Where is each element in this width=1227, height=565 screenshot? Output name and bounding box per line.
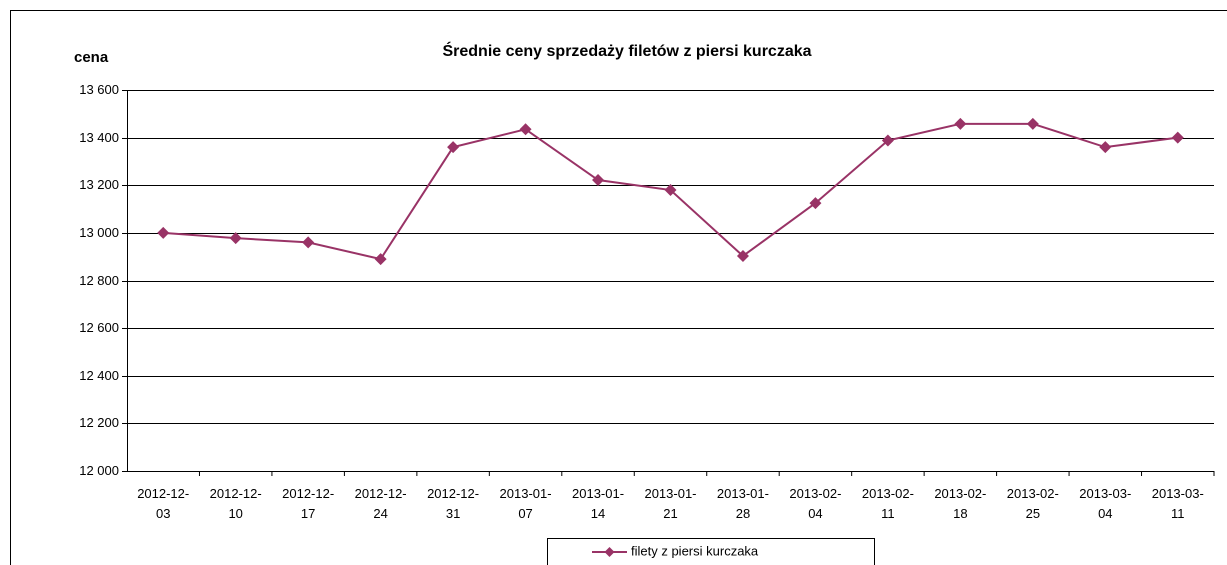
x-tick-label: 2013-02-25 (1006, 486, 1059, 521)
x-tick-label: 2013-02-18 (934, 486, 987, 521)
y-tick-label: 13 200 (79, 177, 119, 192)
chart-border (10, 10, 1227, 565)
point-marker (302, 236, 315, 249)
y-tick-label: 12 400 (79, 368, 119, 383)
point-marker (592, 174, 605, 187)
y-tick-label: 12 200 (79, 415, 119, 430)
y-tick-label: 12 600 (79, 320, 119, 335)
x-tick-label: 2013-01-21 (644, 486, 697, 521)
x-tick-label: 2013-03-11 (1151, 486, 1204, 521)
x-tick-label: 2012-12-31 (427, 486, 480, 521)
point-marker (157, 226, 170, 239)
x-tick-label: 2012-12-17 (282, 486, 335, 521)
point-marker (1171, 131, 1184, 144)
point-marker (519, 123, 532, 136)
x-tick-label: 2013-03-04 (1079, 486, 1132, 521)
x-tick-label: 2012-12-24 (354, 486, 407, 521)
chart-title: Średnie ceny sprzedaży filetów z piersi … (442, 41, 811, 60)
x-tick-label: 2013-02-11 (861, 486, 914, 521)
x-tick-label: 2012-12-10 (209, 486, 262, 521)
y-tick-label: 13 600 (79, 82, 119, 97)
x-tick-label: 2013-02-04 (789, 486, 842, 521)
x-tick-label: 2013-01-07 (499, 486, 552, 521)
point-marker (881, 134, 894, 147)
point-marker (736, 249, 749, 262)
point-marker (1099, 141, 1112, 154)
point-marker (809, 197, 822, 210)
point-marker (664, 184, 677, 197)
x-tick-label: 2012-12-03 (137, 486, 190, 521)
point-marker (1026, 117, 1039, 130)
x-tick-label: 2013-01-28 (716, 486, 769, 521)
y-tick-label: 13 400 (79, 130, 119, 145)
y-tick-label: 13 000 (79, 225, 119, 240)
point-marker (374, 253, 387, 266)
y-tick-label: 12 000 (79, 463, 119, 478)
y-axis-title: cena (74, 49, 109, 66)
legend-label: filety z piersi kurczaka (631, 543, 759, 558)
legend-marker (604, 547, 615, 557)
point-marker (229, 232, 242, 245)
point-marker (954, 117, 967, 130)
y-tick-label: 12 800 (79, 273, 119, 288)
point-marker (447, 141, 460, 154)
x-tick-label: 2013-01-14 (572, 486, 625, 521)
